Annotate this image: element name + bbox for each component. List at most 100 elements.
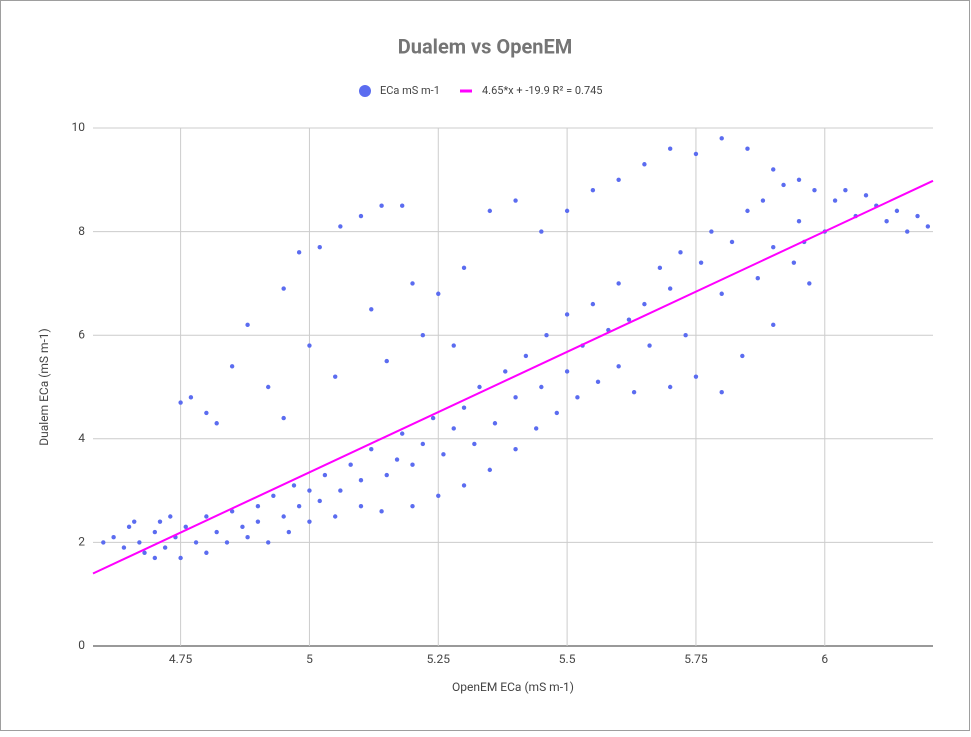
scatter-point xyxy=(513,395,518,400)
scatter-point xyxy=(142,550,147,555)
scatter-point xyxy=(719,136,724,141)
scatter-point xyxy=(487,467,493,473)
scatter-point xyxy=(291,483,297,488)
scatter-point xyxy=(667,286,673,291)
scatter-point xyxy=(539,229,544,234)
scatter-point xyxy=(544,333,549,338)
scatter-point xyxy=(472,441,477,447)
scatter-point xyxy=(338,224,343,229)
scatter-point xyxy=(400,431,405,436)
y-tick-label: 4 xyxy=(78,431,85,445)
scatter-point xyxy=(513,198,518,203)
y-tick-label: 10 xyxy=(72,120,86,134)
scatter-point xyxy=(590,187,596,193)
scatter-point xyxy=(224,540,230,545)
scatter-point xyxy=(204,550,209,555)
x-axis-label: OpenEM ECa (mS m-1) xyxy=(452,680,574,694)
scatter-point xyxy=(214,421,219,426)
scatter-point xyxy=(132,519,137,524)
scatter-point xyxy=(245,535,250,540)
scatter-point xyxy=(564,208,570,214)
scatter-point xyxy=(394,457,400,462)
scatter-point xyxy=(647,343,652,348)
scatter-point xyxy=(266,540,271,545)
scatter-point xyxy=(333,514,338,519)
scatter-point xyxy=(137,540,142,545)
scatter-point xyxy=(281,514,286,519)
scatter-point xyxy=(843,187,848,193)
scatter-point xyxy=(693,374,699,379)
scatter-point xyxy=(430,415,436,421)
scatter-point xyxy=(152,529,158,535)
scatter-point xyxy=(126,524,132,530)
scatter-point xyxy=(863,193,869,198)
scatter-point xyxy=(616,281,621,286)
scatter-point xyxy=(740,353,745,359)
scatter-point xyxy=(698,260,704,265)
scatter-point xyxy=(204,410,209,416)
scatter-point xyxy=(905,229,910,234)
legend-label: ECa mS m-1 xyxy=(380,84,440,97)
scatter-point xyxy=(760,198,766,203)
scatter-point xyxy=(729,239,735,245)
scatter-point xyxy=(533,426,539,431)
x-tick-label: 5.5 xyxy=(559,652,576,666)
scatter-point xyxy=(642,301,647,307)
scatter-point xyxy=(513,446,518,452)
scatter-point xyxy=(183,524,188,530)
scatter-point xyxy=(152,555,158,561)
scatter-point xyxy=(420,441,426,447)
scatter-point xyxy=(642,162,647,167)
scatter-point xyxy=(162,545,168,550)
scatter-point xyxy=(101,540,106,545)
scatter-point xyxy=(400,203,405,208)
scatter-point xyxy=(188,395,194,400)
scatter-point xyxy=(317,498,322,504)
scatter-point xyxy=(796,177,802,182)
scatter-point xyxy=(781,182,786,188)
scatter-point xyxy=(575,395,580,400)
x-tick-label: 6 xyxy=(821,652,828,666)
scatter-point xyxy=(420,333,426,338)
scatter-point xyxy=(539,384,544,390)
scatter-point xyxy=(771,244,776,250)
scatter-point xyxy=(358,213,364,219)
scatter-point xyxy=(554,410,560,416)
scatter-point xyxy=(667,384,673,390)
scatter-point xyxy=(564,312,570,317)
scatter-point xyxy=(379,509,384,514)
scatter-point xyxy=(884,219,889,224)
scatter-point xyxy=(214,529,219,535)
scatter-point xyxy=(178,400,183,405)
scatter-point xyxy=(915,213,920,219)
scatter-point xyxy=(812,187,817,193)
scatter-point xyxy=(266,384,271,390)
scatter-point xyxy=(338,488,343,493)
scatter-point xyxy=(492,421,498,426)
scatter-point xyxy=(832,198,838,203)
scatter-point xyxy=(286,529,292,535)
scatter-point xyxy=(281,286,286,291)
scatter-point xyxy=(436,291,441,296)
scatter-point xyxy=(657,265,663,271)
scatter-point xyxy=(178,555,183,561)
scatter-point xyxy=(894,208,900,214)
y-tick-label: 0 xyxy=(78,638,85,652)
scatter-point xyxy=(436,493,441,498)
legend-swatch xyxy=(359,85,371,97)
scatter-point xyxy=(503,369,508,374)
scatter-point xyxy=(240,524,245,530)
scatter-point xyxy=(111,535,116,540)
scatter-point xyxy=(281,415,286,421)
scatter-point xyxy=(410,462,415,467)
scatter-point xyxy=(358,503,364,509)
scatter-point xyxy=(317,244,322,250)
scatter-point xyxy=(590,301,596,307)
scatter-point xyxy=(631,389,637,395)
scatter-point xyxy=(157,519,163,524)
scatter-point xyxy=(616,177,621,182)
scatter-point xyxy=(678,250,683,255)
scatter-point xyxy=(410,281,415,286)
scatter-point xyxy=(348,462,353,467)
scatter-point xyxy=(229,364,235,369)
